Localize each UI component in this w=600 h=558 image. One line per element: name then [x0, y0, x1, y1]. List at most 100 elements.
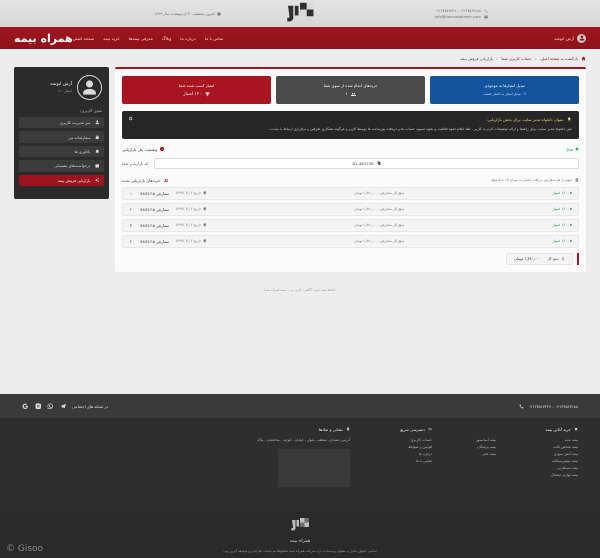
link-icon — [428, 428, 432, 431]
lightbulb-icon — [567, 117, 571, 122]
nav-brand[interactable]: همراه بیمه — [14, 31, 73, 45]
footer-link[interactable]: بیمه پزشکان — [477, 445, 496, 449]
footer-link[interactable]: تماس با ما — [416, 459, 432, 463]
breadcrumb-home[interactable]: بازگشت به صفحه اصلی — [539, 56, 578, 61]
breadcrumb-current: بازاریابی فروش بیمه — [460, 56, 493, 61]
footer-link[interactable]: بیمه آتش سوزی — [553, 452, 578, 456]
row-order-id[interactable]: سفارش #54057 — [140, 206, 170, 212]
nav-link-blog[interactable]: وبلاگ — [161, 35, 172, 41]
footer-link[interactable]: بیمه بدنه — [564, 438, 578, 442]
row-amount: مبلغ کل سفارش ۱٫۳۸۰٫۰۰۰ تومان — [354, 191, 405, 196]
topbar-email: info@hamrahbimeh.com — [434, 14, 481, 19]
table-row[interactable]: ۱۲۰ امتیاز مبلغ کل سفارش ۱٫۳۸۰٫۰۰۰ تومان… — [122, 234, 579, 248]
row-amount: مبلغ کل سفارش ۱٫۳۸۰٫۰۰۰ تومان — [354, 239, 405, 244]
footer-columns-wrap: خرید آنلاین بیمه بیمه بدنه بیمه شخص ثالث… — [22, 427, 578, 487]
nav-link-home[interactable]: صفحه اصلی — [72, 35, 95, 41]
stat-card-points[interactable]: امتیاز کسب شده شما ۱۲۰ امتیاز — [122, 76, 271, 104]
footer-link[interactable]: بیمه موتورسیکلت — [551, 459, 578, 463]
panel-title-row: وضعیت پنل بازاریابی — [122, 147, 165, 152]
footer-link[interactable]: بیمه شخص ثالث — [553, 445, 578, 449]
footer-link[interactable]: قوانین و ضوابط — [408, 445, 432, 449]
user-sidebar: آرش انوشه امتیاز ۱۲۰ منوی کاربری: میز مد… — [14, 67, 109, 199]
footer-social-group: در شبکه های اجتماعی — [22, 403, 108, 410]
nav-link-contact[interactable]: تماس با ما — [204, 35, 224, 41]
trust-badge-box[interactable] — [278, 448, 350, 487]
notice-body: متن دلخواه مدیر سایت برای راهنما و ارائه… — [269, 127, 572, 131]
footer-columns: خرید آنلاین بیمه بیمه بدنه بیمه شخص ثالث… — [0, 418, 600, 512]
stat-points-value: ۱۲۰ امتیاز — [183, 92, 202, 97]
row-date: تاریخ ۱۳۹۹/۰۳/۰۴ — [175, 239, 206, 243]
home-icon — [581, 56, 586, 61]
panel-status-row: فعال وضعیت پنل بازاریابی — [122, 147, 579, 152]
row-order-id[interactable]: سفارش #54057 — [140, 190, 170, 196]
row-order-id[interactable]: سفارش #54057 — [140, 222, 170, 228]
stat-purchases-value-row: ۱ — [280, 92, 421, 97]
sidebar-item-support[interactable]: درخواست‌های پشتیبانی — [19, 160, 104, 172]
sidebar-item-label: یادآوری ها — [74, 148, 91, 154]
watermark: © Gisoo — [6, 544, 44, 554]
telegram-icon[interactable] — [60, 403, 67, 410]
topbar-email-line[interactable]: info@hamrahbimeh.com — [435, 15, 488, 19]
nav-link-insurance-intro[interactable]: معرفی بیمه‌ها — [128, 35, 153, 41]
instagram-icon[interactable] — [35, 403, 42, 410]
sidebar-item-label: میز مدیریت کاربری — [59, 120, 91, 126]
row-points-text: ۱۲۰ امتیاز — [552, 207, 568, 212]
topbar-phone: ۰۲۱۴۴۵۶۷۱۸۸ - ۰۲۱۴۴۵۶۷۲۲۷ — [434, 8, 481, 13]
topbar-date: امروز پنجشنبه ۳۰ اردیبهشت سال ۱۳۹۹ — [154, 11, 215, 16]
footer-link[interactable]: حساب کاربری — [410, 438, 432, 442]
marketing-code-field[interactable]: 81-463728 — [154, 157, 579, 169]
footer-col-quick-access: دسترسی سریع حساب کاربری قوانین و ضوابط د… — [370, 427, 432, 487]
footer-col-buy-online: خرید آنلاین بیمه بیمه بدنه بیمه شخص ثالث… — [516, 427, 578, 487]
footer-link[interactable]: بیمه مسافرتی — [556, 466, 578, 470]
stat-card-convert[interactable]: تبدیل امتیازها به موجودی تبدیل امتیاز به… — [430, 76, 579, 104]
gear-icon[interactable] — [128, 116, 133, 121]
table-row[interactable]: ۱۲۰ امتیاز مبلغ کل سفارش ۱٫۳۸۰٫۰۰۰ تومان… — [122, 186, 579, 200]
avatar[interactable] — [77, 75, 102, 100]
nav-link-buy-insurance[interactable]: خرید بیمه — [103, 35, 120, 41]
clock-icon — [203, 239, 206, 243]
whatsapp-icon[interactable] — [47, 403, 54, 410]
nav-link-about[interactable]: درباره ما — [180, 35, 196, 41]
admin-notice-box: عنوان دلخواه مدیر سایت برای بخش بازاریاب… — [122, 111, 579, 139]
sidebar-item-marketing[interactable]: بازاریابی فروش بیمه — [19, 174, 104, 186]
breadcrumb-separator-1: « — [534, 56, 537, 61]
google-icon[interactable] — [22, 403, 29, 410]
nav-user-area[interactable]: آرش انوشه — [554, 33, 586, 43]
topbar-phone-line[interactable]: ۰۲۱۴۴۵۶۷۱۸۸ - ۰۲۱۴۴۵۶۷۲۲۷ — [435, 9, 488, 13]
topbar-contact: ۰۲۱۴۴۵۶۷۱۸۸ - ۰۲۱۴۴۵۶۷۲۲۷ info@hamrahbim… — [435, 9, 586, 19]
sidebar-item-orders[interactable]: سفارشات من — [19, 131, 104, 143]
row-points-text: ۱۲۰ امتیاز — [552, 223, 568, 228]
orders-table-header: سهم از هر سفارش دریافت اعتبار به میزان ۱… — [122, 178, 579, 183]
group-icon — [163, 178, 169, 182]
sidebar-user-info: آرش انوشه امتیاز ۱۲۰ — [50, 82, 72, 93]
info-dot-icon — [160, 147, 165, 152]
breadcrumb: بازگشت به صفحه اصلی « حساب کاربری شما « … — [0, 56, 600, 67]
brand-logo-icon — [287, 2, 314, 22]
clock-icon — [203, 223, 206, 227]
orders-total-label: جمع کل — [547, 256, 560, 261]
sidebar-item-reminders[interactable]: یادآوری ها — [19, 145, 104, 158]
stat-convert-sub-text: تبدیل امتیاز به اعتبار حساب — [482, 92, 521, 96]
row-index: ۱ — [129, 190, 133, 196]
clock-icon — [217, 11, 222, 16]
footer-link[interactable]: درباره ما — [418, 452, 432, 456]
row-order-id[interactable]: سفارش #54057 — [140, 238, 170, 244]
nav-links: تماس با ما درباره ما وبلاگ معرفی بیمه‌ها… — [73, 36, 537, 41]
footer-link[interactable]: بیمه لوازم دیجیتال — [550, 473, 578, 477]
breadcrumb-account[interactable]: حساب کاربری شما — [501, 56, 532, 61]
footer-col-buy-online-2: بیمه آسانسور بیمه پزشکان بیمه عمر — [452, 427, 496, 487]
copy-icon — [377, 161, 381, 165]
footer-col-title-row: خرید آنلاین بیمه — [516, 427, 578, 432]
table-row[interactable]: ۱۲۰ امتیاز مبلغ کل سفارش ۱٫۳۸۰٫۰۰۰ تومان… — [122, 218, 579, 232]
footer-link[interactable]: بیمه عمر — [482, 452, 496, 456]
stat-convert-label: تبدیل امتیازها به موجودی — [484, 83, 525, 88]
arrow-up-icon — [569, 239, 573, 243]
footer-link[interactable]: بیمه آسانسور — [475, 438, 496, 442]
footer-copyright: تمامی حقوق مادی و معنوی وب‌سایت نزد شرکت… — [223, 549, 377, 553]
table-row[interactable]: ۱۲۰ امتیاز مبلغ کل سفارش ۱٫۳۸۰٫۰۰۰ تومان… — [122, 202, 579, 216]
stat-card-purchases[interactable]: خریدهای انجام شده از سوی شما ۱ — [276, 76, 425, 104]
sidebar-item-dashboard[interactable]: میز مدیریت کاربری — [19, 117, 104, 129]
brand-logo-icon — [291, 518, 309, 531]
stat-points-label: امتیاز کسب شده شما — [178, 83, 215, 88]
footer-phone[interactable]: ۰۲۱۴۴۵۶۷۱۸۸ - ۰۲۱۴۴۵۶۷۲۲۷ — [519, 404, 578, 409]
